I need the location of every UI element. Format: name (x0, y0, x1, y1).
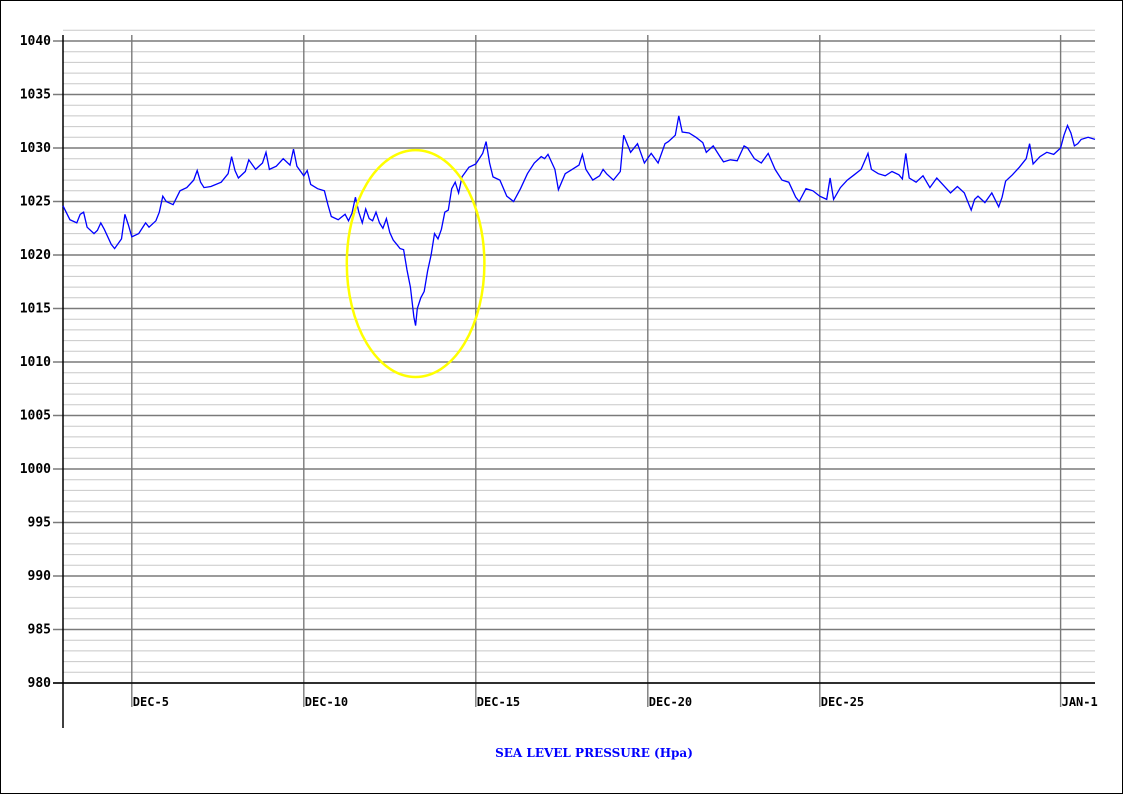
x-tick-label: DEC-20 (649, 695, 692, 709)
y-tick-labels: 980 985 990 995 1000 1005 1010 1015 1020 1025 1030… (20, 34, 51, 691)
highlight-ellipse (345, 148, 486, 379)
y-tick-label: 1040 (20, 34, 51, 49)
x-tick-label: DEC-10 (305, 695, 348, 709)
y-tick-label: 985 (28, 623, 51, 638)
y-tick-label: 1015 (20, 302, 51, 317)
x-tick-label: DEC-5 (133, 695, 169, 709)
y-tick-label: 1025 (20, 195, 51, 210)
y-tick-label: 1005 (20, 409, 51, 424)
axes (53, 35, 1095, 728)
x-tick-label: DEC-15 (477, 695, 520, 709)
vertical-gridlines (131, 35, 1062, 707)
y-tick-label: 980 (28, 676, 52, 691)
x-axis-label: SEA LEVEL PRESSURE (Hpa) (495, 746, 693, 760)
x-tick-label: JAN-1 (1062, 695, 1098, 709)
y-tick-label: 1000 (20, 462, 51, 477)
x-tick-label: DEC-25 (821, 695, 864, 709)
y-tick-label: 1020 (20, 248, 51, 263)
series-line-pressure (62, 115, 1096, 326)
y-tick-label: 990 (28, 569, 52, 584)
horizontal-gridlines (53, 29, 1095, 684)
x-tick-labels: DEC-5 DEC-10 DEC-15 DEC-20 DEC-25 JAN-1 (133, 695, 1098, 709)
y-tick-label: 1035 (20, 88, 51, 103)
y-tick-label: 995 (28, 516, 51, 531)
y-tick-label: 1030 (20, 141, 51, 156)
y-tick-label: 1010 (20, 355, 51, 370)
